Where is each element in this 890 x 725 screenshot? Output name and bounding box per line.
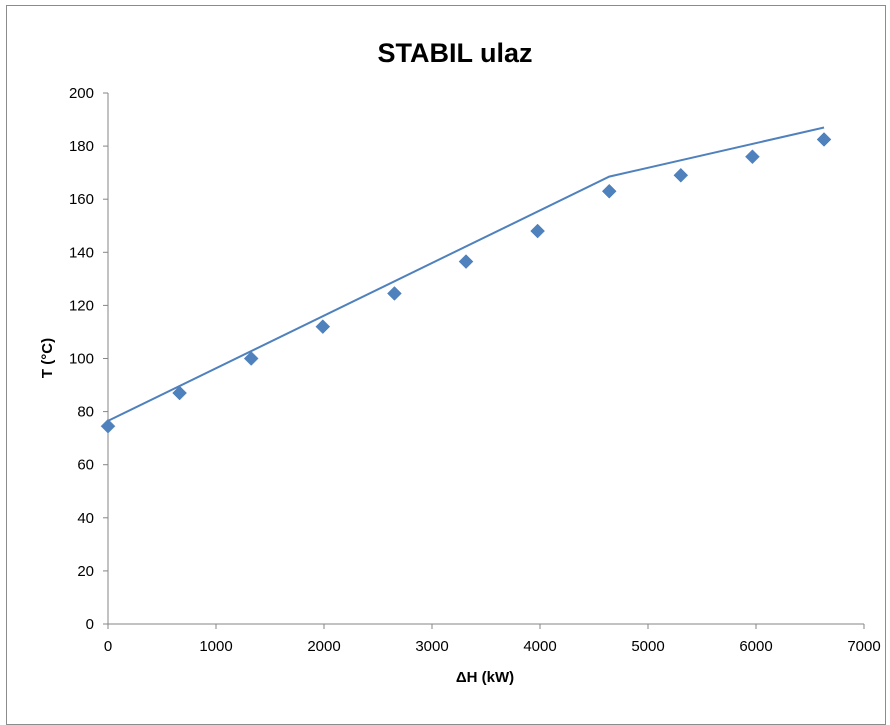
x-tick-label: 4000 (523, 638, 556, 655)
data-point (458, 254, 474, 269)
y-tick-label: 80 (77, 404, 94, 421)
x-tick-label: 3000 (415, 638, 448, 655)
x-tick-label: 6000 (739, 638, 772, 655)
y-tick-label: 120 (69, 297, 94, 314)
y-tick-label: 160 (69, 191, 94, 208)
data-point (673, 167, 689, 183)
data-point (315, 319, 331, 334)
y-tick-label: 100 (69, 351, 94, 368)
y-tick-label: 60 (77, 457, 94, 474)
x-tick-label: 0 (104, 638, 112, 655)
data-point (601, 183, 617, 199)
data-point (530, 223, 545, 239)
y-tick-label: 20 (77, 563, 94, 580)
x-tick-label: 1000 (199, 638, 232, 655)
y-axis-title: T (°C) (39, 338, 56, 378)
data-point (816, 132, 832, 147)
data-point (745, 149, 760, 165)
y-tick-label: 140 (69, 244, 94, 261)
y-tick-label: 0 (86, 616, 94, 633)
data-point (387, 286, 402, 301)
chart-frame (6, 5, 886, 725)
data-point (100, 418, 116, 434)
y-tick-label: 40 (77, 510, 94, 527)
y-tick-label: 200 (69, 85, 94, 102)
y-axis-ticks: 0 20 40 60 80 100 120 140 160 180 200 (69, 85, 108, 633)
chart-title: STABIL ulaz (377, 38, 532, 68)
x-axis-title: ΔH (kW) (456, 669, 514, 686)
chart-svg: STABIL ulaz 020406080100120140160180200 … (39, 38, 881, 686)
x-tick-label: 7000 (847, 638, 880, 655)
x-tick-label: 2000 (307, 638, 340, 655)
data-point (172, 385, 187, 401)
x-axis-ticks: 0 1000 2000 3000 4000 5000 6000 7000 (104, 624, 881, 655)
x-tick-label: 5000 (631, 638, 664, 655)
series-line (107, 126, 825, 422)
data-point (243, 351, 259, 366)
series-layer (100, 126, 832, 434)
y-tick-label: 180 (69, 138, 94, 155)
